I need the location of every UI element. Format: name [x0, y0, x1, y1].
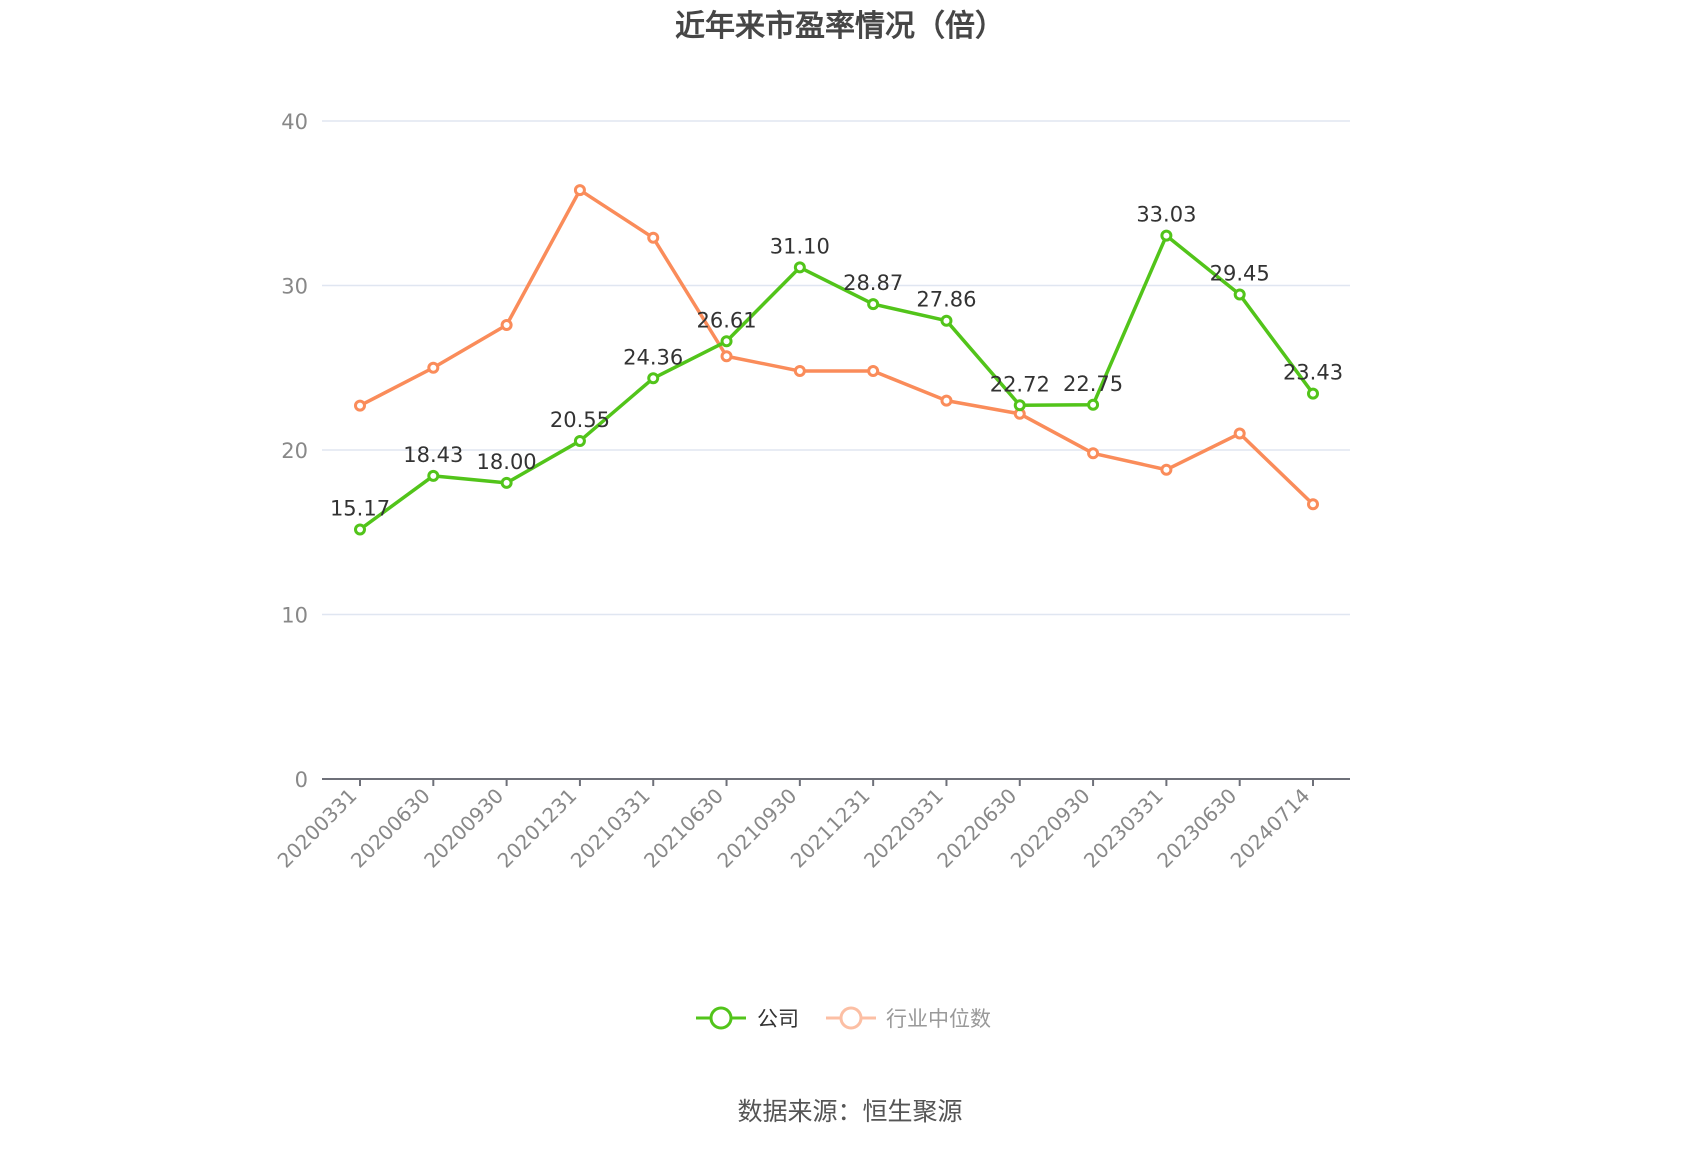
legend-circle-icon	[709, 1006, 733, 1030]
data-label: 18.43	[403, 443, 463, 467]
data-point[interactable]	[647, 372, 660, 385]
data-point[interactable]	[1160, 463, 1173, 476]
data-point[interactable]	[647, 231, 660, 244]
data-label: 15.17	[330, 496, 390, 520]
data-point[interactable]	[1087, 447, 1100, 460]
data-label: 28.87	[843, 271, 903, 295]
data-label: 23.43	[1283, 361, 1343, 385]
data-point[interactable]	[427, 361, 440, 374]
series-line	[358, 233, 1315, 531]
legend-item-industry-median[interactable]	[826, 1006, 876, 1030]
data-point[interactable]	[1013, 399, 1026, 412]
data-source: 数据来源：恒生聚源	[737, 1097, 962, 1126]
data-point[interactable]	[940, 394, 953, 407]
y-tick-label: 10	[281, 604, 308, 628]
data-point[interactable]	[1307, 498, 1319, 511]
data-point[interactable]	[1233, 288, 1246, 301]
data-labels: 15.17 18.43 18.00 20.55 24.36 26.61 31.10 28.87…	[330, 203, 1343, 521]
data-label: 22.72	[990, 372, 1050, 396]
data-point[interactable]	[500, 318, 513, 331]
data-point[interactable]	[500, 476, 513, 489]
data-label: 33.03	[1136, 203, 1196, 227]
data-label: 26.61	[696, 308, 756, 332]
data-point[interactable]	[573, 184, 586, 197]
legend-circle-icon	[839, 1006, 863, 1030]
data-point[interactable]	[720, 335, 733, 348]
grid-lines	[322, 120, 1350, 616]
legend: 公司 行业中位数	[696, 1006, 991, 1031]
data-label: 18.00	[477, 450, 537, 474]
data-point[interactable]	[573, 434, 586, 447]
chart-title: 近年来市盈率情况（倍）	[675, 9, 1005, 44]
y-axis: 0 10 20 30 40	[281, 110, 308, 792]
y-tick-label: 0	[295, 768, 308, 792]
data-point[interactable]	[1307, 387, 1319, 400]
legend-item-company[interactable]: 公司	[696, 1006, 799, 1031]
y-tick-label: 20	[281, 439, 308, 463]
data-label: 29.45	[1210, 262, 1270, 286]
legend-label-industry-median: 行业中位数	[886, 1007, 991, 1031]
data-point[interactable]	[427, 469, 440, 482]
series-lines	[354, 184, 1319, 536]
data-point[interactable]	[354, 523, 366, 536]
data-label: 27.86	[916, 288, 976, 312]
data-point[interactable]	[940, 314, 953, 327]
data-point[interactable]	[720, 350, 733, 363]
data-point[interactable]	[1233, 427, 1246, 440]
data-point[interactable]	[354, 399, 366, 412]
data-label: 24.36	[623, 345, 683, 369]
y-tick-label: 30	[281, 275, 308, 299]
data-label: 31.10	[770, 234, 830, 258]
series-line	[359, 188, 1315, 506]
data-point[interactable]	[1160, 229, 1173, 242]
x-axis: 2020033120200630202009302020123120210331…	[273, 778, 1350, 873]
data-point[interactable]	[793, 365, 806, 378]
legend-label-company: 公司	[757, 1007, 799, 1031]
data-label: 20.55	[550, 408, 610, 432]
data-point[interactable]	[867, 365, 880, 378]
data-point[interactable]	[793, 261, 806, 274]
data-point[interactable]	[1087, 398, 1100, 411]
data-label: 22.75	[1063, 372, 1123, 396]
y-tick-label: 40	[281, 110, 308, 134]
x-tick-label: 20240714	[1226, 784, 1315, 873]
data-point[interactable]	[867, 298, 880, 311]
